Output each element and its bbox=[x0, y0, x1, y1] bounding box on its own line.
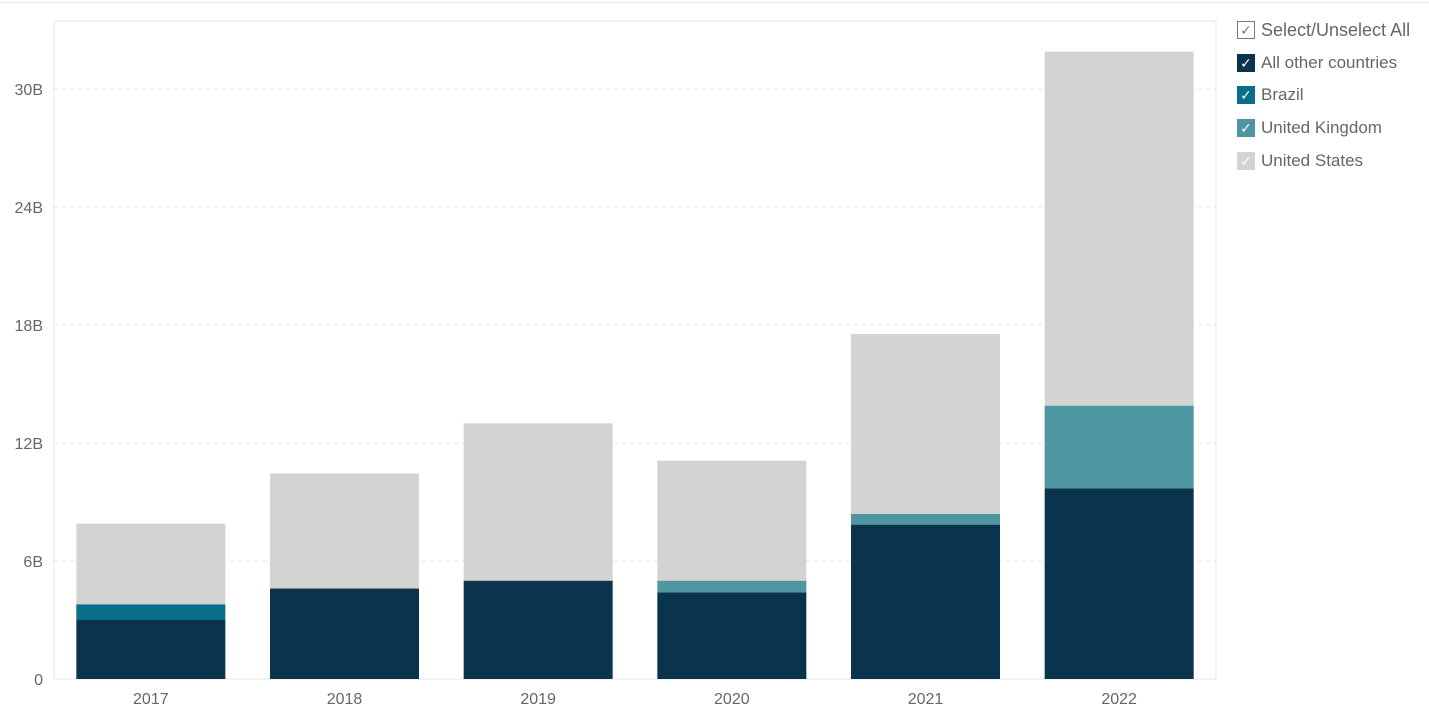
legend-select-all-label: Select/Unselect All bbox=[1261, 19, 1411, 40]
bar-segment-united-states[interactable] bbox=[851, 333, 1000, 514]
legend-item-label: United Kingdom bbox=[1261, 118, 1382, 138]
x-tick-label: 2022 bbox=[1101, 691, 1137, 708]
bar-segment-all-other-countries[interactable] bbox=[270, 588, 419, 679]
bar-segment-brazil[interactable] bbox=[76, 604, 226, 620]
checkbox-icon[interactable]: ✓ bbox=[1237, 151, 1255, 170]
bar-segment-all-other-countries[interactable] bbox=[657, 592, 807, 679]
stacked-bar-chart: 0 6B 12B 18B 24B 30B 2017 2018 2019 2020 2021 2022 bbox=[15, 20, 1217, 708]
bar-segment-united-states[interactable] bbox=[463, 423, 613, 581]
x-tick-label: 2020 bbox=[714, 691, 750, 708]
y-tick-label: 12B bbox=[15, 436, 43, 453]
bar-segment-united-states[interactable] bbox=[657, 460, 807, 581]
legend-select-all[interactable]: ✓ Select/Unselect All bbox=[1237, 14, 1427, 47]
bar-segment-all-other-countries[interactable] bbox=[463, 580, 613, 679]
bar-segment-united-states[interactable] bbox=[1044, 51, 1194, 406]
y-tick-label: 6B bbox=[23, 554, 43, 571]
y-tick-label: 18B bbox=[15, 318, 43, 335]
legend: ✓ Select/Unselect All ✓ All other countr… bbox=[1237, 14, 1427, 177]
legend-item-united-states[interactable]: ✓ United States bbox=[1237, 144, 1427, 177]
legend-item-label: United States bbox=[1261, 150, 1364, 170]
y-tick-label: 0 bbox=[34, 672, 43, 689]
bar-segment-united-kingdom[interactable] bbox=[851, 513, 1000, 525]
checkbox-icon[interactable]: ✓ bbox=[1237, 53, 1255, 72]
y-tick-label: 24B bbox=[15, 200, 43, 217]
bar-segment-united-states[interactable] bbox=[270, 473, 419, 589]
x-tick-label: 2018 bbox=[327, 691, 363, 708]
bar-segment-all-other-countries[interactable] bbox=[1044, 488, 1194, 679]
legend-item-all-other-countries[interactable]: ✓ All other countries bbox=[1237, 47, 1427, 80]
plot-area bbox=[53, 20, 1217, 680]
x-tick-label: 2019 bbox=[520, 691, 556, 708]
legend-item-label: All other countries bbox=[1261, 52, 1398, 72]
bar-segment-united-states[interactable] bbox=[76, 523, 226, 605]
bar-segment-united-kingdom[interactable] bbox=[657, 580, 807, 593]
checkbox-icon[interactable]: ✓ bbox=[1237, 119, 1255, 138]
legend-item-label: Brazil bbox=[1261, 85, 1304, 105]
legend-item-brazil[interactable]: ✓ Brazil bbox=[1237, 79, 1427, 112]
y-tick-label: 30B bbox=[15, 82, 43, 99]
top-divider bbox=[0, 2, 1429, 3]
bar-segment-all-other-countries[interactable] bbox=[76, 619, 226, 679]
x-tick-label: 2021 bbox=[908, 691, 944, 708]
checkbox-icon[interactable]: ✓ bbox=[1237, 21, 1255, 40]
checkbox-icon[interactable]: ✓ bbox=[1237, 86, 1255, 105]
legend-item-united-kingdom[interactable]: ✓ United Kingdom bbox=[1237, 112, 1427, 145]
x-tick-label: 2017 bbox=[133, 691, 169, 708]
bar-segment-all-other-countries[interactable] bbox=[851, 524, 1000, 679]
bar-segment-united-kingdom[interactable] bbox=[1044, 405, 1194, 489]
